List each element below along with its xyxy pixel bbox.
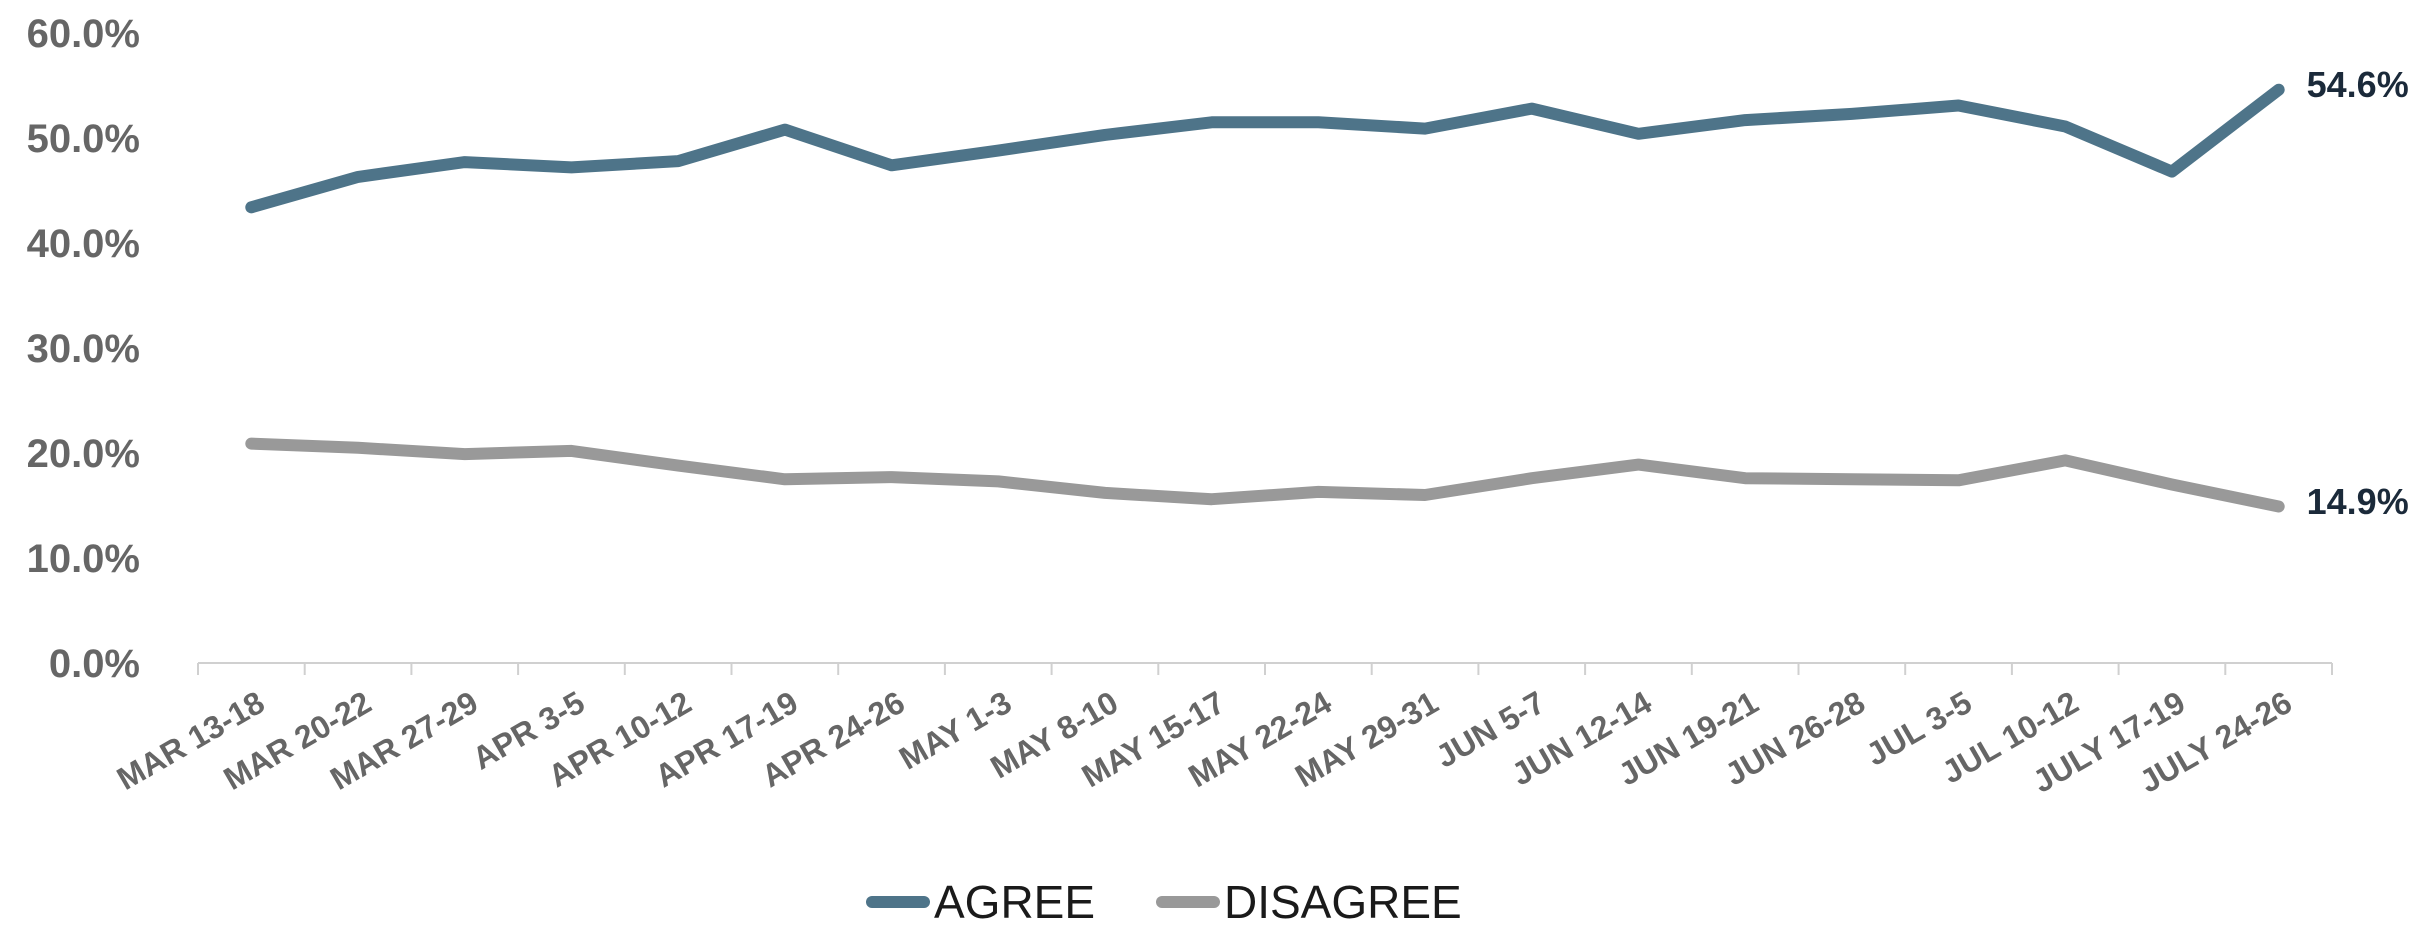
series-lines: [245, 83, 2285, 513]
legend-label-disagree: DISAGREE: [1224, 876, 1462, 925]
y-tick-label: 60.0%: [27, 12, 140, 56]
y-tick-label: 30.0%: [27, 327, 140, 371]
end-labels: 54.6% 14.9%: [2307, 64, 2409, 522]
legend-label-agree: AGREE: [934, 876, 1095, 925]
y-tick-label: 20.0%: [27, 432, 140, 476]
y-tick-label: 50.0%: [27, 117, 140, 161]
series-line-agree: [245, 83, 2285, 214]
y-tick-label: 40.0%: [27, 222, 140, 266]
x-axis: [197, 662, 2333, 675]
data-label-agree: 54.6%: [2307, 64, 2409, 105]
y-axis-labels: 0.0% 10.0% 20.0% 30.0% 40.0% 50.0% 60.0%: [27, 12, 140, 686]
y-tick-label: 10.0%: [27, 537, 140, 581]
y-tick-label: 0.0%: [49, 642, 140, 686]
data-label-disagree: 14.9%: [2307, 481, 2409, 522]
legend: AGREE DISAGREE: [866, 876, 1462, 925]
series-line-disagree: [245, 437, 2285, 513]
